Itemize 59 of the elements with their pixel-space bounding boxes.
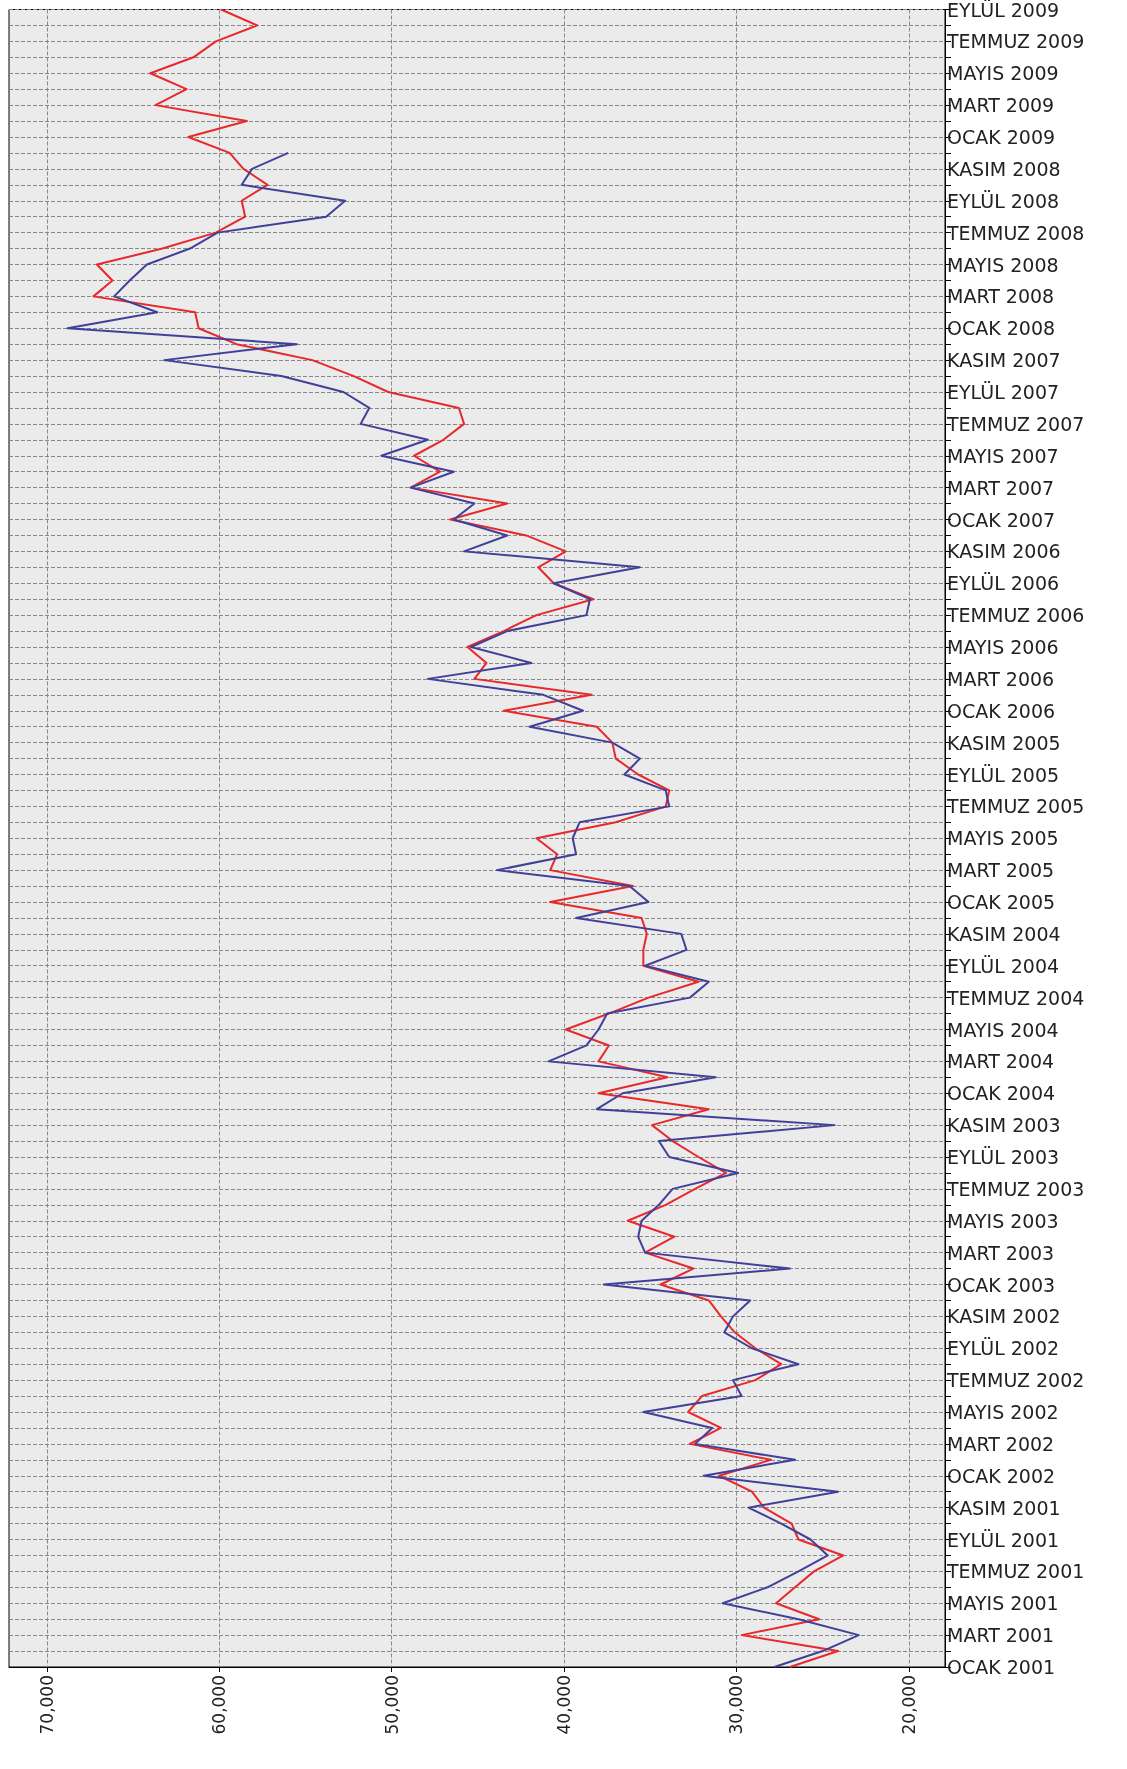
y-tick-label: OCAK 2002 (947, 1464, 1056, 1487)
y-tick-label: MART 2002 (947, 1432, 1055, 1455)
y-tick-label: TEMMUZ 2003 (946, 1177, 1085, 1200)
y-tick-label: TEMMUZ 2004 (946, 986, 1085, 1009)
y-tick-label: MART 2007 (947, 476, 1055, 499)
y-tick-label: MAYIS 2001 (947, 1592, 1059, 1615)
y-tick-label: MAYIS 2007 (947, 444, 1059, 467)
y-tick-label: KASIM 2004 (947, 922, 1061, 945)
y-tick-label: EYLÜL 2002 (947, 1337, 1060, 1360)
x-tick-label: 60,000 (209, 1675, 230, 1735)
y-tick-label: MAYIS 2002 (947, 1401, 1059, 1423)
y-tick-label: TEMMUZ 2002 (946, 1369, 1085, 1392)
y-tick-label: OCAK 2008 (947, 317, 1056, 340)
y-tick-label: MART 2004 (947, 1050, 1055, 1073)
y-tick-label: OCAK 2007 (947, 508, 1056, 531)
y-tick-label: TEMMUZ 2007 (946, 412, 1085, 435)
y-tick-label: TEMMUZ 2008 (946, 221, 1085, 244)
y-tick-label: TEMMUZ 2006 (946, 604, 1085, 627)
y-tick-label: EYLÜL 2005 (947, 763, 1060, 786)
y-tick-label: TEMMUZ 2005 (946, 795, 1085, 818)
y-tick-label: MART 2003 (947, 1241, 1055, 1264)
y-tick-label: EYLÜL 2009 (947, 0, 1060, 21)
y-tick-label: EYLÜL 2008 (947, 189, 1060, 212)
y-tick-label: KASIM 2003 (947, 1114, 1061, 1137)
y-tick-label: OCAK 2005 (947, 891, 1056, 913)
y-tick-label: MART 2006 (947, 667, 1055, 690)
y-tick-label: EYLÜL 2004 (947, 954, 1060, 977)
y-tick-label: KASIM 2006 (947, 540, 1061, 563)
y-tick-label: MAYIS 2006 (947, 636, 1059, 658)
y-tick-label: KASIM 2007 (947, 349, 1061, 372)
y-tick-label: TEMMUZ 2009 (946, 30, 1085, 53)
x-tick-label: 20,000 (898, 1675, 919, 1735)
x-tick-label: 50,000 (381, 1675, 402, 1735)
y-tick-label: EYLÜL 2007 (947, 381, 1060, 403)
y-tick-label: OCAK 2004 (947, 1082, 1056, 1105)
y-tick-label: MAYIS 2008 (947, 253, 1059, 276)
y-tick-label: MAYIS 2004 (947, 1018, 1059, 1041)
y-tick-label: EYLÜL 2001 (947, 1528, 1060, 1551)
y-tick-label: KASIM 2002 (947, 1305, 1061, 1328)
y-tick-label: MART 2005 (947, 859, 1055, 882)
y-tick-label: MAYIS 2005 (947, 827, 1059, 850)
y-tick-label: OCAK 2009 (947, 126, 1056, 148)
x-tick-label: 30,000 (726, 1675, 747, 1735)
x-tick-label: 40,000 (554, 1675, 575, 1735)
y-tick-label: TEMMUZ 2001 (946, 1560, 1085, 1583)
y-tick-label: KASIM 2008 (947, 157, 1061, 180)
y-tick-label: MAYIS 2009 (947, 62, 1059, 85)
y-tick-label: MAYIS 2003 (947, 1209, 1059, 1232)
y-tick-label: KASIM 2005 (947, 731, 1061, 754)
y-tick-label: OCAK 2006 (947, 699, 1056, 722)
y-tick-label: OCAK 2003 (947, 1273, 1056, 1296)
y-tick-label: EYLÜL 2003 (947, 1146, 1060, 1168)
y-tick-label: MART 2001 (947, 1624, 1055, 1647)
y-tick-label: KASIM 2001 (947, 1496, 1061, 1519)
y-tick-label: MART 2008 (947, 285, 1055, 308)
y-tick-label: EYLÜL 2006 (947, 572, 1060, 595)
y-tick-label: OCAK 2001 (947, 1656, 1056, 1678)
y-tick-label: MART 2009 (947, 94, 1055, 117)
x-tick-label: 70,000 (36, 1675, 57, 1735)
